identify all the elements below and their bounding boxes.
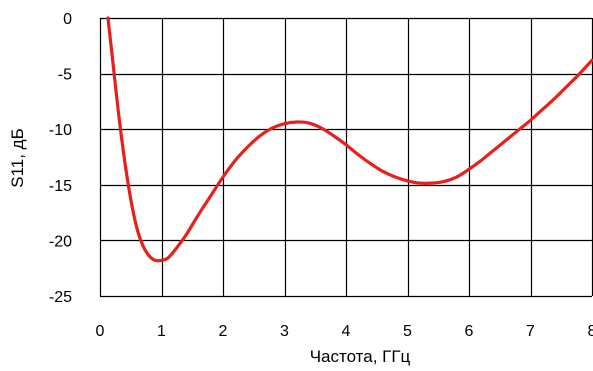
x-axis-tick-labels: 0 1 2 3 4 5 6 7 8 bbox=[96, 323, 593, 340]
series-layer bbox=[106, 16, 593, 263]
y-tick-label: 0 bbox=[63, 11, 72, 28]
y-axis-tick-labels: 0 -5 -10 -15 -20 -25 bbox=[49, 11, 72, 306]
grid-lines bbox=[99, 17, 593, 298]
x-tick-label: 4 bbox=[342, 323, 351, 340]
x-axis-title: Частота, ГГц bbox=[310, 347, 411, 366]
y-tick-label: -20 bbox=[49, 233, 72, 250]
x-tick-label: 0 bbox=[96, 323, 105, 340]
y-tick-label: -10 bbox=[49, 122, 72, 139]
y-tick-label: -25 bbox=[49, 289, 72, 306]
x-tick-label: 7 bbox=[526, 323, 535, 340]
x-tick-label: 8 bbox=[588, 323, 593, 340]
y-tick-label: -5 bbox=[58, 67, 72, 84]
x-tick-label: 5 bbox=[403, 323, 412, 340]
x-tick-label: 6 bbox=[465, 323, 474, 340]
x-tick-label: 1 bbox=[157, 323, 166, 340]
y-axis-title: S11, дБ bbox=[8, 128, 27, 188]
x-tick-label: 3 bbox=[280, 323, 289, 340]
y-tick-label: -15 bbox=[49, 178, 72, 195]
x-tick-label: 2 bbox=[219, 323, 228, 340]
series-line-0 bbox=[106, 16, 593, 263]
